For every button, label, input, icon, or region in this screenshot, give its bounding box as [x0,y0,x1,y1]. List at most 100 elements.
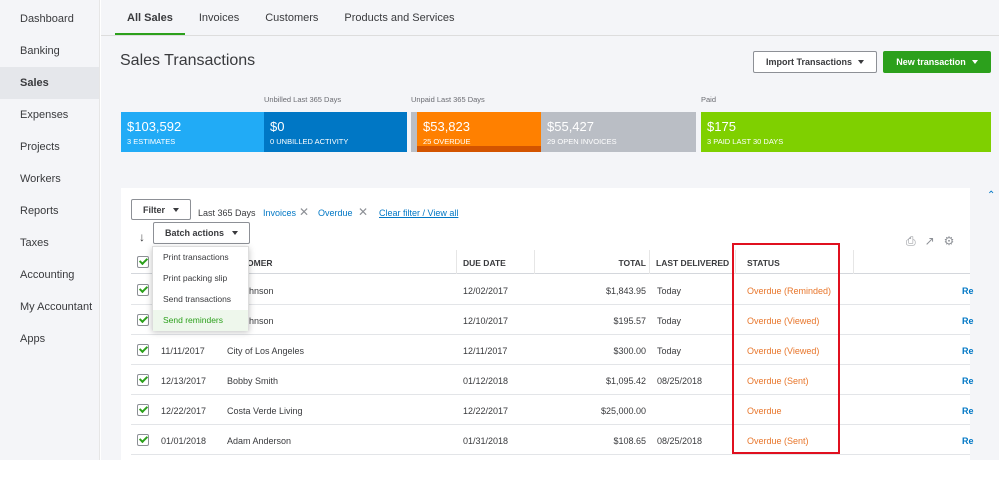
open-invoices-card[interactable]: $55,427 29 OPEN INVOICES [541,112,696,152]
row-due-date: 12/10/2017 [463,316,509,326]
row-checkbox[interactable] [137,374,149,386]
row-checkbox[interactable] [137,404,149,416]
table-row[interactable]: 12/13/2017 Bobby Smith 01/12/2018 $1,095… [131,365,974,395]
paid-count: 3 PAID LAST 30 DAYS [707,137,784,146]
col-last-delivered[interactable]: LAST DELIVERED [656,258,730,268]
row-status: Overdue (Sent) [747,436,809,446]
row-status: Overdue [747,406,782,416]
row-status: Overdue (Sent) [747,376,809,386]
sidebar-item-apps[interactable]: Apps [20,333,46,345]
batch-actions-menu: Print transactions Print packing slip Se… [152,246,249,331]
row-action-link[interactable]: Re [962,286,974,296]
remove-overdue-chip-icon[interactable]: ✕ [358,205,369,219]
row-customer: Adam Anderson [227,436,292,446]
menu-item-print-packing-slip[interactable]: Print packing slip [163,273,228,283]
paid-card[interactable]: $175 3 PAID LAST 30 DAYS [701,112,991,152]
export-icon[interactable]: ↗ [924,234,935,248]
row-due-date: 01/31/2018 [463,436,509,446]
menu-item-send-reminders[interactable]: Send reminders [153,310,248,331]
row-action-link[interactable]: Re [962,346,974,356]
scroll-up-icon[interactable]: ⌃ [987,190,996,201]
tab-invoices[interactable]: Invoices [198,12,240,24]
remove-invoices-chip-icon[interactable]: ✕ [299,205,310,219]
table-row[interactable]: ohnson 12/10/2017 $195.57 Today Overdue … [131,305,974,335]
row-last-delivered: 08/25/2018 [657,376,703,386]
tab-all-sales[interactable]: All Sales [115,8,185,36]
filter-button[interactable]: Filter [131,199,191,220]
invoices-chip[interactable]: Invoices [263,208,297,218]
row-total: $1,095.42 [605,376,646,386]
import-transactions-button[interactable]: Import Transactions [753,51,877,73]
new-transaction-label: New transaction [896,57,966,67]
overdue-chip[interactable]: Overdue [318,208,353,218]
sidebar-item-accounting[interactable]: Accounting [20,269,75,281]
tab-customers[interactable]: Customers [265,12,319,24]
row-checkbox[interactable] [137,434,149,446]
estimates-count: 3 ESTIMATES [127,137,176,146]
row-action-link[interactable]: Re [962,436,974,446]
chevron-down-icon [971,60,978,64]
row-date: 01/01/2018 [161,436,207,446]
batch-actions-label: Batch actions [164,228,224,238]
row-customer: City of Los Angeles [227,346,305,356]
sidebar-item-reports[interactable]: Reports [20,205,59,217]
estimates-amount: $103,592 [127,119,182,134]
row-total: $195.57 [613,316,646,326]
col-divider [649,250,650,274]
row-total: $25,000.00 [600,406,646,416]
col-due-date[interactable]: DUE DATE [463,258,506,268]
row-action-link[interactable]: Re [962,316,974,326]
sidebar-item-taxes[interactable]: Taxes [20,237,49,249]
date-range-text: Last 365 Days [198,208,256,218]
row-action-link[interactable]: Re [962,376,974,386]
table-row[interactable]: 01/01/2018 Adam Anderson 01/31/2018 $108… [131,425,974,455]
row-last-delivered: 08/25/2018 [657,436,703,446]
sidebar-item-sales[interactable]: Sales [0,67,99,99]
row-action-link[interactable]: Re [962,406,974,416]
batch-actions-button[interactable]: Batch actions [153,222,250,244]
clear-filter-link[interactable]: Clear filter / View all [379,208,459,218]
row-customer: Bobby Smith [227,376,279,386]
col-status[interactable]: STATUS [747,258,780,268]
sidebar-item-projects[interactable]: Projects [20,141,60,153]
sort-arrow-icon[interactable]: ↓ [139,230,145,244]
row-total: $300.00 [613,346,646,356]
col-customer[interactable]: OMER [247,258,273,268]
filter-label: Filter [142,204,165,215]
unbilled-card[interactable]: $0 0 UNBILLED ACTIVITY [264,112,407,152]
menu-item-print-transactions[interactable]: Print transactions [163,252,229,262]
row-date: 12/22/2017 [161,406,207,416]
chevron-down-icon [232,231,238,235]
row-status: Overdue (Viewed) [747,346,820,356]
table-row[interactable]: ohnson 12/02/2017 $1,843.95 Today Overdu… [131,275,974,305]
unbilled-label: Unbilled Last 365 Days [264,95,342,104]
row-checkbox[interactable] [137,344,149,356]
overdue-card[interactable]: $53,823 25 OVERDUE [417,112,541,152]
sidebar-item-dashboard[interactable]: Dashboard [20,13,74,25]
print-icon[interactable]: ⎙ [906,234,916,248]
menu-item-send-transactions[interactable]: Send transactions [163,294,232,304]
row-customer: ohnson [244,316,274,326]
row-status: Overdue (Reminded) [747,286,832,296]
table-row[interactable]: 12/22/2017 Costa Verde Living 12/22/2017… [131,395,974,425]
row-due-date: 12/22/2017 [463,406,509,416]
col-total[interactable]: TOTAL [618,258,646,268]
tab-products-services[interactable]: Products and Services [344,12,455,24]
unpaid-edge [411,112,417,152]
row-last-delivered: Today [657,346,682,356]
sidebar-item-expenses[interactable]: Expenses [20,109,69,121]
row-date: 12/13/2017 [161,376,207,386]
row-checkbox[interactable] [137,314,149,326]
row-customer: Costa Verde Living [227,406,303,416]
row-checkbox[interactable] [137,284,149,296]
new-transaction-button[interactable]: New transaction [883,51,991,73]
sidebar-item-banking[interactable]: Banking [20,45,60,57]
sidebar-item-workers[interactable]: Workers [20,173,61,185]
row-status: Overdue (Viewed) [747,316,820,326]
estimates-card[interactable]: $103,592 3 ESTIMATES [121,112,264,152]
table-row[interactable]: 11/11/2017 City of Los Angeles 12/11/201… [131,335,974,365]
sidebar-item-my-accountant[interactable]: My Accountant [20,301,93,313]
select-all-checkbox[interactable] [137,256,149,268]
row-total: $1,843.95 [605,286,646,296]
gear-icon[interactable]: ⚙ [943,234,955,248]
